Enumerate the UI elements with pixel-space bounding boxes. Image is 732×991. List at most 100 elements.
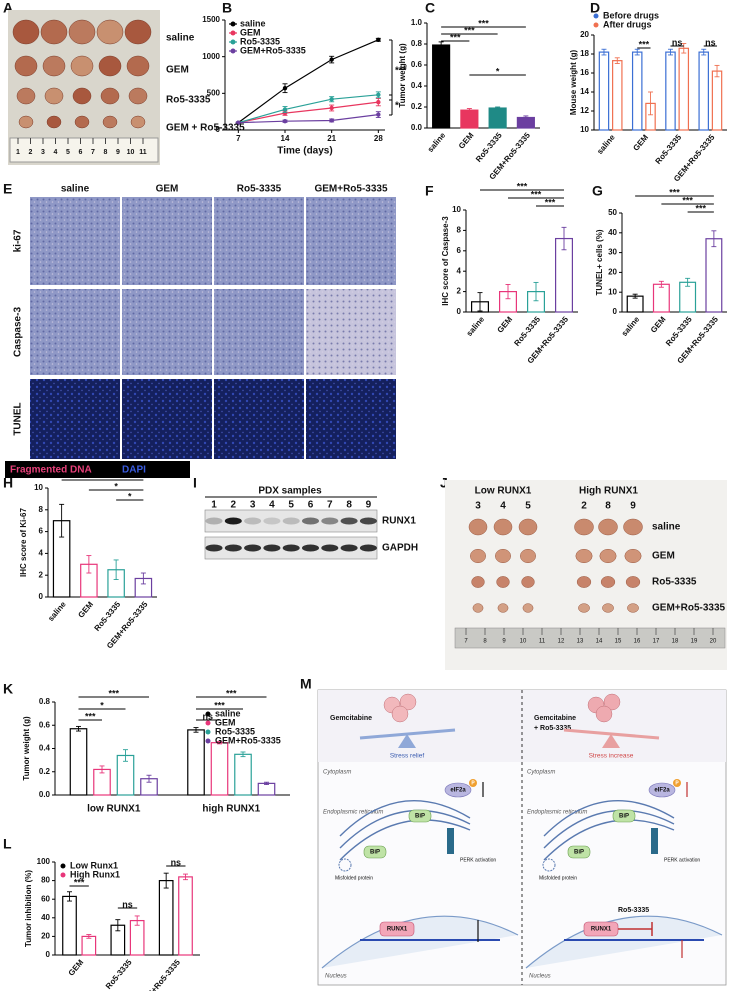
y-tick-label: 0: [457, 307, 462, 316]
tumor: [598, 518, 618, 536]
legend-marker: [205, 729, 211, 735]
y-tick-label: 30: [608, 248, 617, 257]
panel-letter: B: [222, 0, 232, 16]
tumor: [46, 115, 62, 129]
y-tick-label: 10: [580, 125, 589, 134]
x-tick-label: GEM: [649, 315, 668, 335]
tumor: [624, 548, 642, 564]
lane-label: 5: [288, 500, 294, 511]
compartment-label: Endoplasmic reticulum: [527, 810, 587, 816]
bar: [69, 728, 88, 796]
bar: [598, 51, 610, 131]
band: [205, 517, 223, 525]
x-tick-label: GEM: [631, 133, 650, 153]
y-tick-label: 0.4: [411, 81, 423, 90]
point: [282, 119, 288, 124]
bar: [652, 283, 670, 313]
tumor: [124, 19, 152, 45]
ruler-label: 5: [66, 149, 70, 156]
protein-label: BiP: [415, 814, 425, 820]
y-tick-label: 10: [34, 483, 43, 492]
bip: [612, 809, 636, 823]
ruler-label: 10: [520, 639, 527, 645]
process-label: PERK activation: [460, 857, 496, 863]
sig-label: ***: [108, 688, 119, 698]
point: [376, 112, 381, 117]
balance-label: Stress increase: [589, 753, 634, 760]
sig-label: ns: [171, 857, 182, 867]
misfolded: [542, 858, 556, 872]
band: [282, 544, 300, 552]
legend-marker: [230, 39, 236, 45]
bar: [158, 879, 174, 956]
protein-label: BiP: [619, 814, 629, 820]
ruler-label: 6: [79, 149, 83, 156]
panel-letter: I: [193, 475, 197, 491]
point: [376, 92, 381, 98]
sig-label: ***: [669, 187, 680, 197]
legend-label: GEM: [215, 717, 236, 727]
er-membrane: [339, 819, 471, 861]
x-tick-label: 21: [327, 134, 336, 143]
bar: [631, 51, 643, 131]
band: [340, 544, 358, 552]
protein-label: eIF2a: [450, 788, 466, 794]
bar: [705, 238, 723, 313]
micrograph-texture: [306, 197, 396, 285]
misfolded: [338, 858, 352, 872]
legend-marker: [60, 863, 66, 869]
sample-label: 2: [581, 501, 587, 512]
band: [244, 544, 262, 552]
y-tick-label: 2: [39, 570, 44, 579]
ruler: [454, 627, 726, 649]
x-tick-label: saline: [595, 132, 617, 156]
bar: [488, 107, 507, 129]
protein-label: BiP: [574, 850, 584, 856]
panel-letter: H: [3, 475, 13, 491]
legend-label: Ro5-3335: [215, 726, 255, 736]
bar: [665, 51, 676, 131]
point: [329, 118, 334, 123]
legend-marker: [230, 48, 236, 54]
y-tick-label: 60: [41, 894, 50, 903]
compartment-label: Nucleus: [529, 974, 551, 980]
sig-label: ***: [226, 688, 237, 698]
sig-label: *: [395, 101, 399, 112]
balance-pivot: [602, 734, 620, 748]
protein-label: eIF2a: [654, 788, 670, 794]
lane-label: 7: [327, 500, 333, 511]
legend-label: Low Runx1: [70, 860, 118, 870]
ruler-label: 8: [483, 639, 487, 645]
sig-label: ns: [672, 37, 683, 47]
y-tick-label: 100: [37, 857, 51, 866]
bip: [567, 845, 591, 859]
balance-label: Stress relief: [390, 753, 425, 760]
panel-letter: J: [440, 475, 448, 491]
band-label: RUNX1: [382, 516, 416, 527]
micrograph-texture: [306, 289, 396, 375]
eif2a: [444, 782, 472, 798]
band: [244, 517, 262, 525]
lane-label: 2: [231, 500, 237, 511]
bar: [257, 782, 276, 796]
tumor: [575, 548, 593, 564]
tumor: [18, 115, 34, 129]
drug-label: Gemcitabine: [330, 715, 372, 722]
y-tick-label: 0.2: [39, 767, 51, 776]
y-axis-label: IHC score of Caspase-3: [441, 216, 450, 306]
ruler-label: 8: [104, 149, 108, 156]
y-tick-label: 12: [580, 106, 589, 115]
micrograph-texture: [30, 197, 120, 285]
y-tick-label: 8: [457, 226, 462, 235]
sig-label: ns: [705, 37, 716, 47]
legend-label: saline: [215, 708, 241, 718]
line: [237, 39, 379, 124]
sig-label: *: [100, 700, 104, 710]
perk: [447, 828, 454, 854]
process-label: PERK activation: [664, 857, 700, 863]
nuclear-membrane: [321, 915, 519, 969]
micrograph-texture: [214, 379, 304, 459]
panel-letter: M: [300, 676, 312, 692]
x-tick-label: 14: [281, 134, 290, 143]
protein-label: RUNX1: [387, 927, 408, 933]
